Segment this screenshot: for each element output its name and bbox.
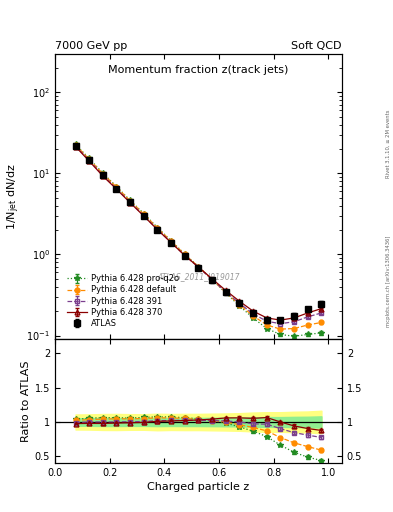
Y-axis label: Ratio to ATLAS: Ratio to ATLAS [20,360,31,442]
Legend: Pythia 6.428 pro-q2o, Pythia 6.428 default, Pythia 6.428 391, Pythia 6.428 370, : Pythia 6.428 pro-q2o, Pythia 6.428 defau… [65,273,180,329]
X-axis label: Charged particle z: Charged particle z [147,482,250,493]
Text: Momentum fraction z(track jets): Momentum fraction z(track jets) [108,65,288,75]
Y-axis label: 1/N$_\mathrm{jet}$ dN/dz: 1/N$_\mathrm{jet}$ dN/dz [6,163,22,230]
Text: Rivet 3.1.10, ≥ 2M events: Rivet 3.1.10, ≥ 2M events [386,109,391,178]
Text: Soft QCD: Soft QCD [292,41,342,51]
Text: ATLAS_2011_I919017: ATLAS_2011_I919017 [157,272,240,281]
Text: mcplots.cern.ch [arXiv:1306.3436]: mcplots.cern.ch [arXiv:1306.3436] [386,236,391,327]
Text: 7000 GeV pp: 7000 GeV pp [55,41,127,51]
